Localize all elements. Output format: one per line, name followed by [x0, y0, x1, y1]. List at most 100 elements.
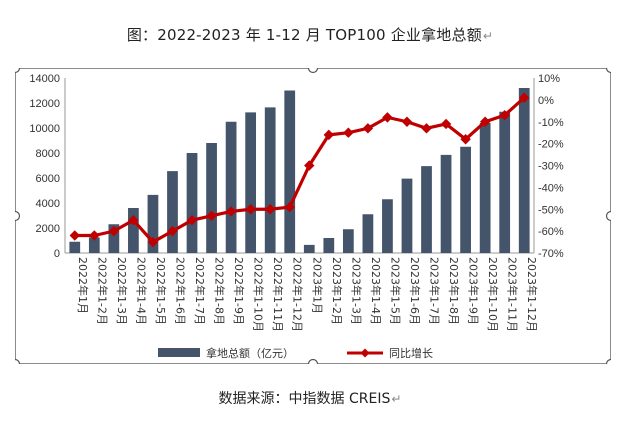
- x-tick-label: 2022年1-12月: [291, 257, 305, 332]
- growth-point[interactable]: [401, 116, 413, 127]
- growth-point[interactable]: [479, 116, 491, 127]
- x-tick-label: 2022年1-3月: [115, 257, 129, 325]
- return-mark-icon: ↵: [391, 392, 402, 406]
- growth-point[interactable]: [108, 225, 120, 237]
- bar[interactable]: [186, 153, 198, 253]
- x-tick-label: 2023年1月: [310, 257, 324, 314]
- left-tick-label: 14000: [29, 73, 60, 85]
- bar[interactable]: [167, 171, 178, 253]
- resize-handle[interactable]: [15, 68, 21, 74]
- left-tick-label: 8000: [36, 148, 60, 160]
- legend-line-marker: [360, 348, 370, 358]
- x-tick-label: 2023年1-2月: [330, 257, 344, 325]
- growth-point[interactable]: [499, 109, 510, 121]
- resize-handle[interactable]: [605, 358, 612, 365]
- x-tick-label: 2022年1-6月: [173, 257, 187, 325]
- bar[interactable]: [69, 241, 81, 253]
- legend-bar-swatch: [158, 348, 200, 357]
- bar[interactable]: [206, 143, 217, 253]
- right-tick-label: -10%: [538, 117, 564, 129]
- growth-point[interactable]: [167, 225, 178, 237]
- chart-frame[interactable]: 0 2000 4000 6000 8000 10000 12000 14000 -70% -60%…: [15, 68, 611, 364]
- source-note: 数据来源：中指数据 CREIS↵: [0, 388, 620, 408]
- resize-handle[interactable]: [605, 68, 612, 74]
- growth-point[interactable]: [421, 123, 432, 134]
- bar[interactable]: [342, 229, 354, 253]
- x-tick-label: 2022年1-4月: [134, 257, 148, 325]
- growth-point[interactable]: [264, 204, 276, 215]
- growth-point[interactable]: [304, 160, 315, 171]
- bar[interactable]: [284, 90, 296, 254]
- x-tick-label: 2022年1月: [76, 257, 90, 314]
- source-text: 数据来源：中指数据 CREIS: [218, 391, 391, 407]
- right-tick-label: -40%: [538, 182, 564, 194]
- resize-handle[interactable]: [605, 210, 612, 222]
- bar[interactable]: [362, 214, 374, 253]
- bar[interactable]: [440, 154, 452, 253]
- right-tick-label: -50%: [538, 204, 564, 216]
- x-tick-label: 2023年1-6月: [408, 257, 422, 325]
- growth-line: [74, 96, 526, 244]
- x-tick-label: 2022年1-11月: [271, 257, 285, 332]
- growth-point[interactable]: [89, 230, 100, 241]
- bar[interactable]: [264, 107, 276, 253]
- bar[interactable]: [303, 244, 315, 253]
- chart-title: 图：2022-2023 年 1-12 月 TOP100 企业拿地总额↵: [0, 24, 620, 45]
- chart-canvas: 0 2000 4000 6000 8000 10000 12000 14000 -70% -60%…: [15, 68, 611, 364]
- growth-point[interactable]: [382, 112, 393, 123]
- growth-point[interactable]: [128, 214, 139, 226]
- right-tick-label: -30%: [538, 161, 564, 173]
- growth-point[interactable]: [284, 201, 295, 213]
- right-tick-label: -70%: [538, 248, 564, 260]
- left-tick-label: 0: [54, 248, 60, 260]
- growth-point[interactable]: [206, 210, 217, 222]
- x-tick-label: 2022年1-9月: [232, 257, 246, 325]
- bar[interactable]: [245, 112, 257, 253]
- x-tick-label: 2023年1-12月: [525, 257, 539, 332]
- bar[interactable]: [128, 208, 139, 253]
- x-tick-label: 2022年1-7月: [193, 257, 207, 325]
- growth-point[interactable]: [69, 230, 80, 241]
- growth-point[interactable]: [440, 118, 452, 130]
- right-tick-label: 10%: [538, 73, 560, 85]
- legend-line-label: 同比增长: [389, 346, 433, 360]
- x-tick-label: 2022年1-10月: [252, 257, 266, 332]
- bar[interactable]: [108, 224, 120, 253]
- bar[interactable]: [421, 166, 432, 253]
- left-tick-label: 4000: [36, 198, 60, 210]
- chart-title-text: 图：2022-2023 年 1-12 月 TOP100 企业拿地总额: [126, 26, 482, 44]
- bar[interactable]: [499, 111, 511, 253]
- growth-point[interactable]: [323, 129, 335, 141]
- growth-point[interactable]: [362, 123, 374, 134]
- resize-handle[interactable]: [15, 358, 21, 365]
- left-tick-label: 10000: [29, 123, 60, 135]
- right-tick-label: -60%: [538, 226, 564, 238]
- x-tick-label: 2023年1-7月: [428, 257, 442, 325]
- bar[interactable]: [382, 199, 393, 253]
- resize-handle[interactable]: [307, 68, 319, 74]
- left-tick-label: 12000: [29, 98, 60, 110]
- legend-bar-label: 拿地总额（亿元）: [206, 346, 294, 360]
- bar[interactable]: [460, 146, 471, 253]
- growth-point[interactable]: [245, 204, 256, 215]
- bar[interactable]: [323, 238, 335, 253]
- bar[interactable]: [225, 121, 237, 253]
- x-tick-label: 2023年1-10月: [486, 257, 500, 332]
- growth-point[interactable]: [519, 92, 530, 103]
- growth-point[interactable]: [225, 206, 237, 217]
- bar[interactable]: [88, 237, 100, 253]
- bar[interactable]: [147, 194, 159, 253]
- x-tick-label: 2023年1-5月: [388, 257, 402, 325]
- resize-handle[interactable]: [15, 210, 21, 222]
- growth-point[interactable]: [343, 127, 354, 138]
- bar[interactable]: [518, 88, 530, 253]
- bar[interactable]: [401, 178, 413, 253]
- growth-point[interactable]: [186, 214, 198, 226]
- resize-handle[interactable]: [307, 358, 319, 365]
- growth-point[interactable]: [460, 134, 471, 145]
- growth-point[interactable]: [147, 236, 159, 248]
- x-tick-label: 2022年1-2月: [95, 257, 109, 325]
- left-tick-label: 2000: [36, 223, 60, 235]
- bar[interactable]: [479, 123, 491, 253]
- x-tick-label: 2022年1-5月: [154, 257, 168, 325]
